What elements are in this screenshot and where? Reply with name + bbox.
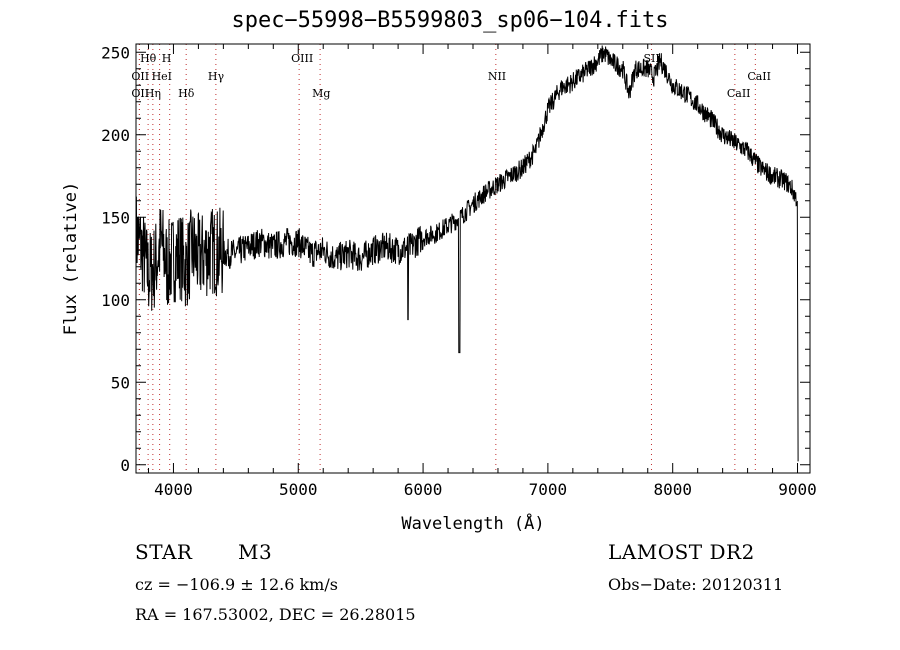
line-label-13: CaII (727, 87, 751, 100)
x-tick-label: 6000 (404, 480, 443, 499)
survey-name: LAMOST DR2 (608, 540, 755, 564)
line-label-1: H (162, 52, 172, 65)
plot-frame (135, 43, 811, 474)
y-tick-label: 100 (101, 291, 130, 310)
x-tick-label: 7000 (529, 480, 568, 499)
y-tick-label: 50 (111, 373, 130, 392)
line-label-8: CaII (747, 70, 771, 83)
line-label-9: OII (131, 87, 149, 100)
y-tick-label: 200 (101, 126, 130, 145)
x-axis-label: Wavelength (Å) (401, 512, 544, 534)
y-axis-label: Flux (relative) (61, 182, 81, 336)
object-class: STAR (135, 540, 193, 564)
line-label-6: NII (488, 70, 506, 83)
spectrum-line (135, 45, 799, 462)
coordinates-radec: RA = 167.53002, DEC = 26.28015 (135, 605, 416, 624)
line-label-11: Hδ (178, 87, 195, 100)
line-label-5: OIII (291, 52, 313, 65)
line-label-12: Mg (312, 87, 330, 100)
chart-title: spec−55998−B5599803_sp06−104.fits (231, 8, 669, 33)
object-subclass: M3 (238, 540, 273, 564)
redshift-cz: cz = −106.9 ± 12.6 km/s (135, 575, 338, 594)
line-label-4: Hγ (208, 70, 225, 83)
line-label-0: Hθ (140, 52, 157, 65)
line-label-2: OII (131, 70, 149, 83)
x-tick-label: 8000 (653, 480, 692, 499)
line-label-10: Hη (145, 87, 161, 100)
line-label-3: HeI (152, 70, 172, 83)
y-tick-label: 250 (101, 43, 130, 62)
y-tick-label: 150 (101, 208, 130, 227)
x-tick-label: 4000 (154, 480, 193, 499)
x-tick-label: 5000 (279, 480, 318, 499)
observation-date: Obs−Date: 20120311 (608, 575, 784, 594)
y-tick-label: 0 (120, 456, 130, 475)
x-tick-label: 9000 (778, 480, 817, 499)
